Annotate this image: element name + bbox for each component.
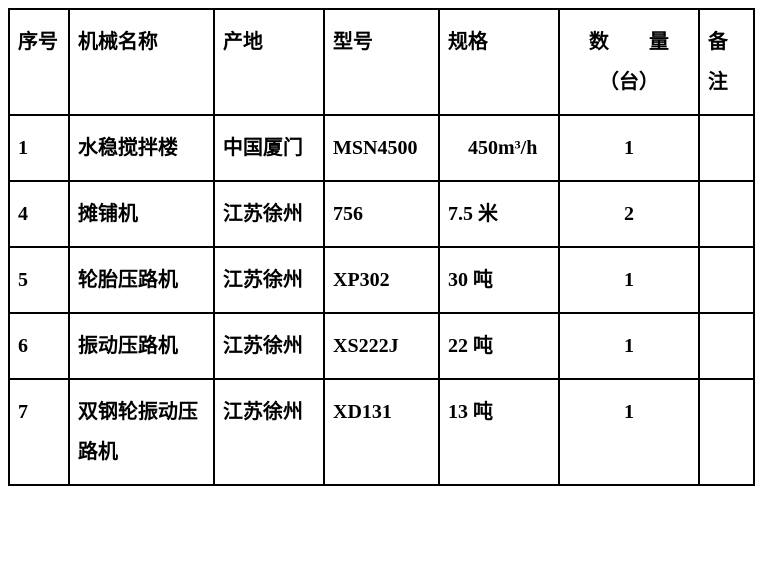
cell-remark (699, 115, 754, 181)
cell-spec: 450m³/h (439, 115, 559, 181)
machinery-table: 序号 机械名称 产地 型号 规格 数 量（台） 备注 1 水稳搅拌楼 中国厦门 … (8, 8, 755, 486)
cell-spec: 22 吨 (439, 313, 559, 379)
cell-origin: 江苏徐州 (214, 379, 324, 485)
col-header-seq: 序号 (9, 9, 69, 115)
cell-model: XP302 (324, 247, 439, 313)
cell-model: MSN4500 (324, 115, 439, 181)
cell-remark (699, 379, 754, 485)
table-row: 5 轮胎压路机 江苏徐州 XP302 30 吨 1 (9, 247, 754, 313)
cell-spec: 7.5 米 (439, 181, 559, 247)
cell-name: 水稳搅拌楼 (69, 115, 214, 181)
cell-seq: 4 (9, 181, 69, 247)
cell-remark (699, 181, 754, 247)
cell-seq: 5 (9, 247, 69, 313)
table-row: 6 振动压路机 江苏徐州 XS222J 22 吨 1 (9, 313, 754, 379)
table-row: 4 摊铺机 江苏徐州 756 7.5 米 2 (9, 181, 754, 247)
cell-name: 摊铺机 (69, 181, 214, 247)
cell-spec: 30 吨 (439, 247, 559, 313)
col-header-model: 型号 (324, 9, 439, 115)
cell-name: 双钢轮振动压路机 (69, 379, 214, 485)
col-header-origin: 产地 (214, 9, 324, 115)
col-header-spec: 规格 (439, 9, 559, 115)
cell-name: 振动压路机 (69, 313, 214, 379)
cell-name: 轮胎压路机 (69, 247, 214, 313)
cell-seq: 1 (9, 115, 69, 181)
cell-seq: 6 (9, 313, 69, 379)
cell-qty: 1 (559, 247, 699, 313)
table-body: 1 水稳搅拌楼 中国厦门 MSN4500 450m³/h 1 4 摊铺机 江苏徐… (9, 115, 754, 485)
col-header-remark: 备注 (699, 9, 754, 115)
cell-model: XD131 (324, 379, 439, 485)
cell-origin: 江苏徐州 (214, 181, 324, 247)
cell-model: 756 (324, 181, 439, 247)
cell-origin: 江苏徐州 (214, 313, 324, 379)
col-header-qty: 数 量（台） (559, 9, 699, 115)
cell-spec: 13 吨 (439, 379, 559, 485)
cell-remark (699, 247, 754, 313)
cell-qty: 1 (559, 379, 699, 485)
cell-seq: 7 (9, 379, 69, 485)
cell-origin: 江苏徐州 (214, 247, 324, 313)
col-header-name: 机械名称 (69, 9, 214, 115)
cell-qty: 1 (559, 313, 699, 379)
cell-qty: 1 (559, 115, 699, 181)
table-row: 7 双钢轮振动压路机 江苏徐州 XD131 13 吨 1 (9, 379, 754, 485)
cell-origin: 中国厦门 (214, 115, 324, 181)
table-row: 1 水稳搅拌楼 中国厦门 MSN4500 450m³/h 1 (9, 115, 754, 181)
cell-qty: 2 (559, 181, 699, 247)
cell-remark (699, 313, 754, 379)
table-header-row: 序号 机械名称 产地 型号 规格 数 量（台） 备注 (9, 9, 754, 115)
cell-model: XS222J (324, 313, 439, 379)
